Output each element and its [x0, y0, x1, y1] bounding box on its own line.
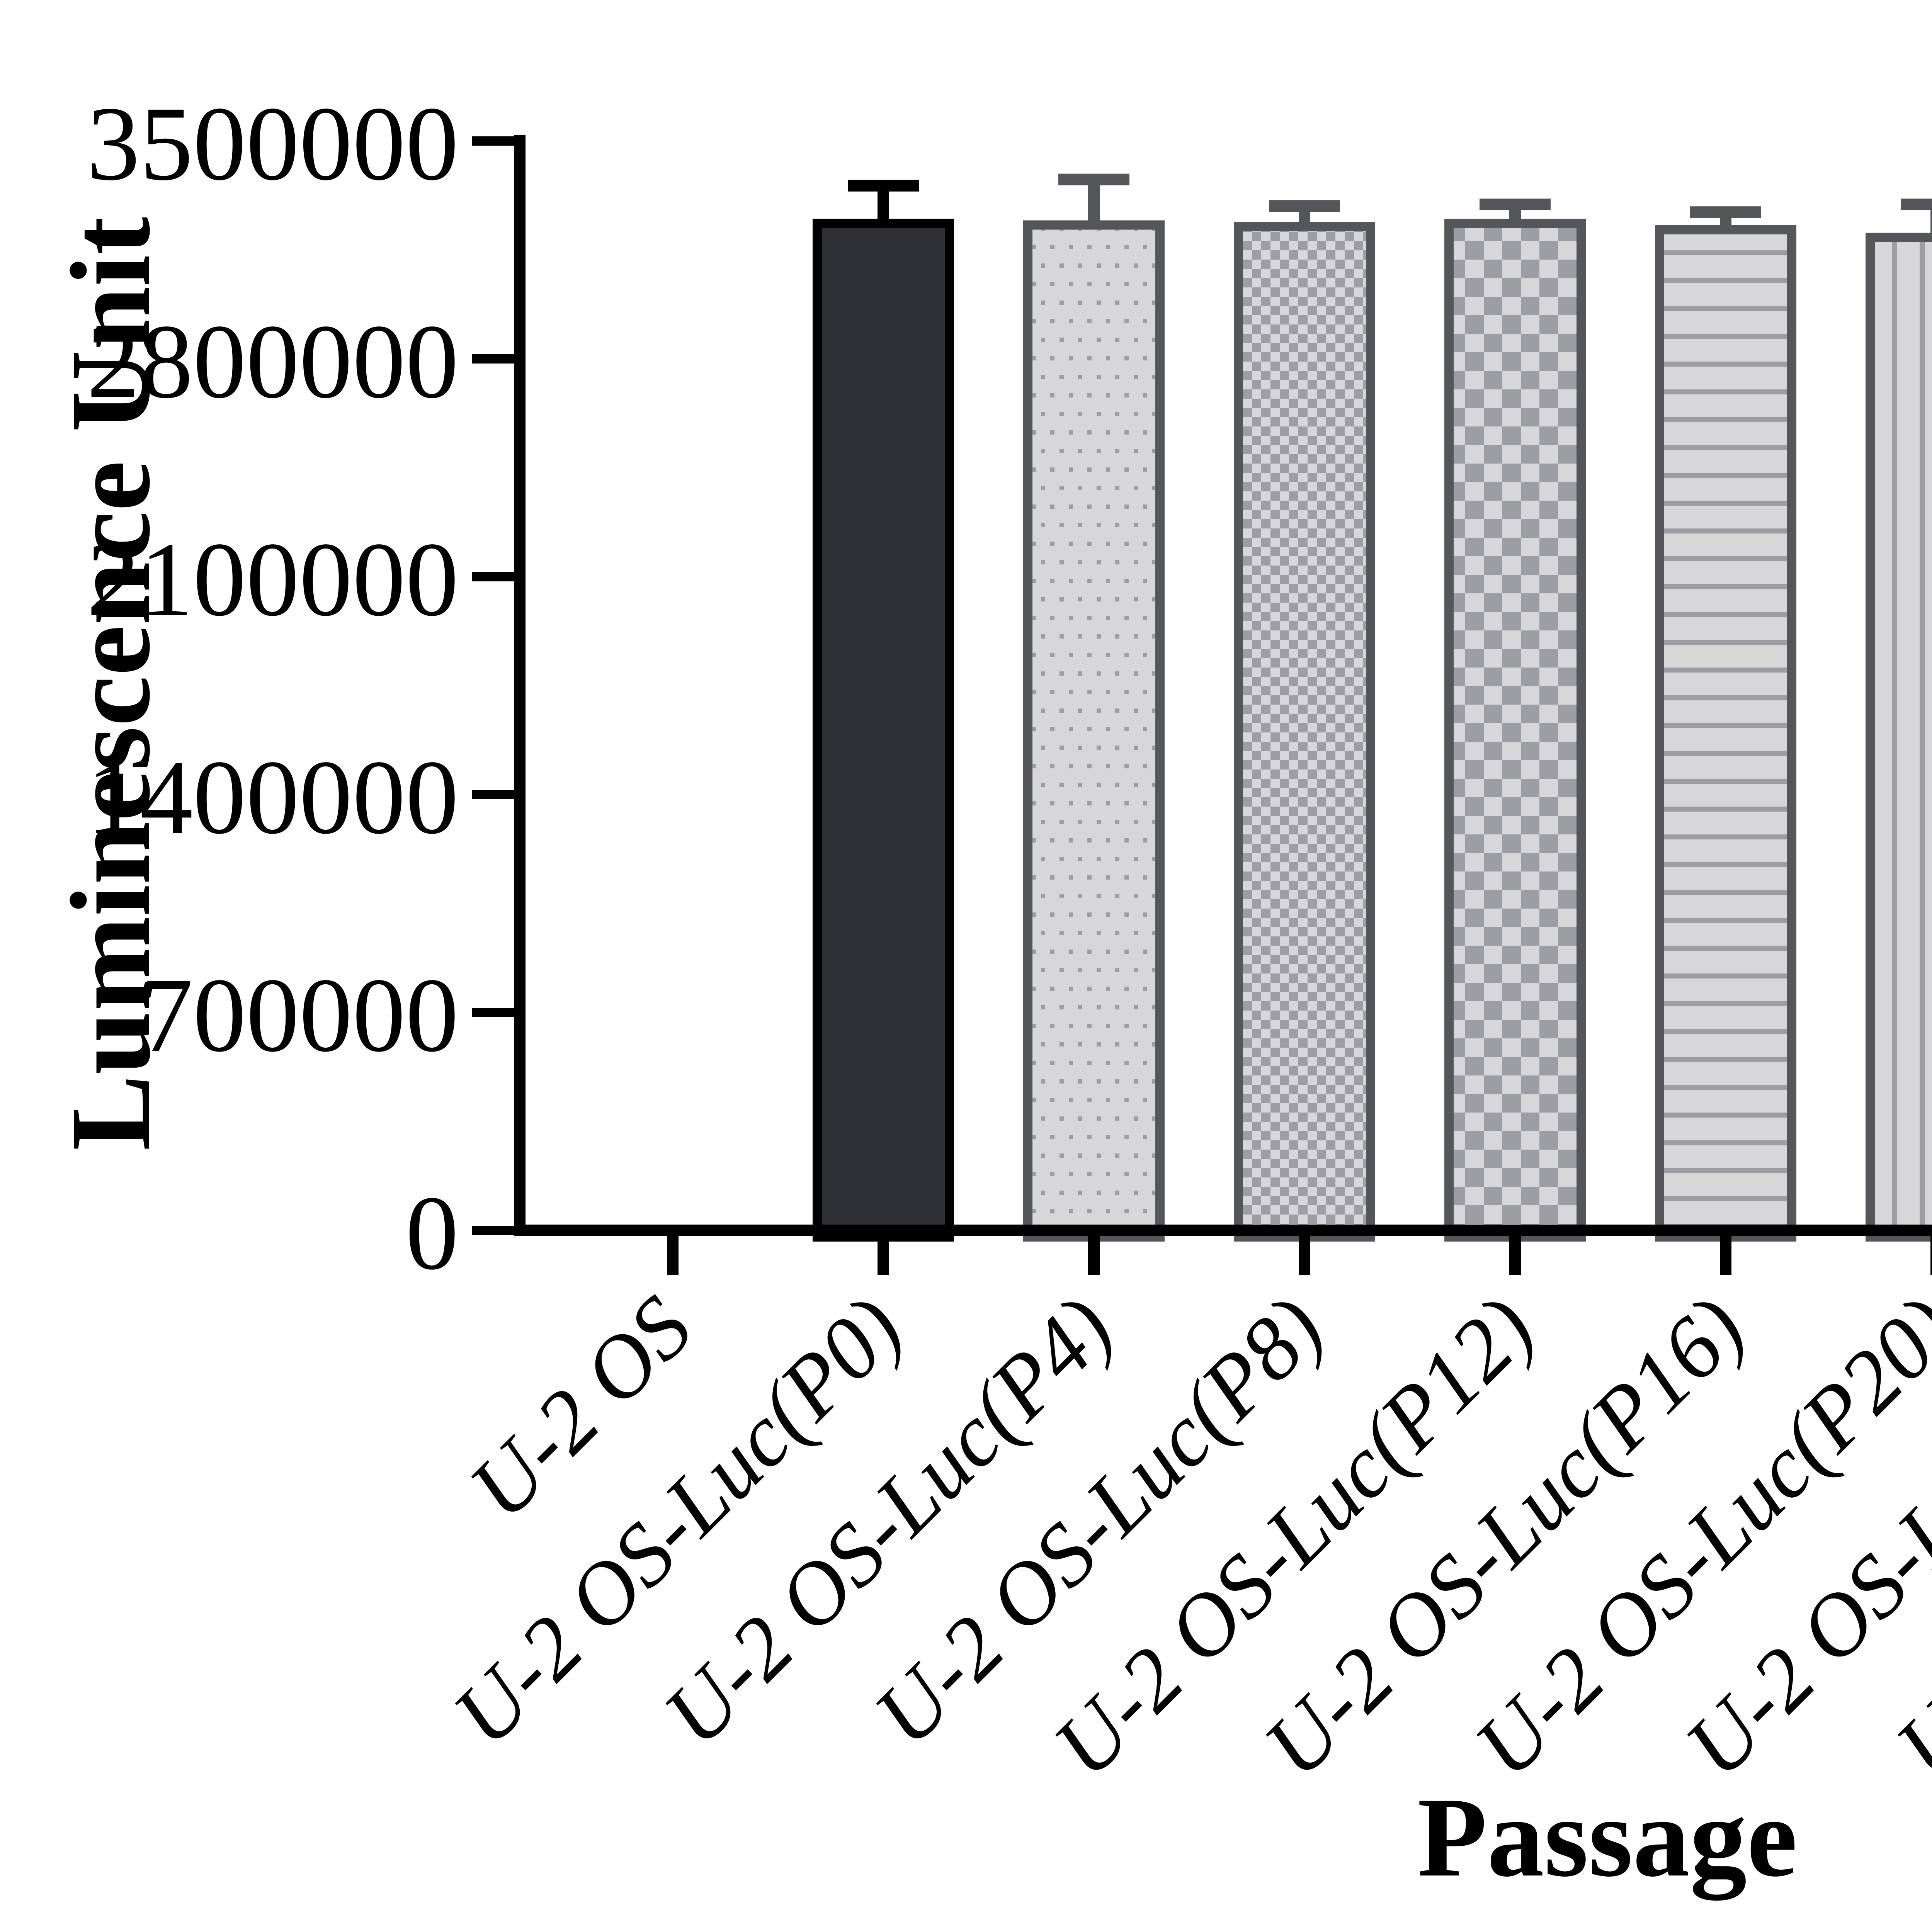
bar-1	[813, 219, 954, 1242]
x-tick-labels: U-2 OSU-2 OS-Luc(P0)U-2 OS-Luc(P4)U-2 OS…	[434, 1277, 1932, 1796]
error-bar-stem	[1088, 179, 1100, 224]
error-bar-cap	[1480, 199, 1551, 211]
y-tick-label: 3500000	[87, 85, 459, 202]
error-bar-stem	[878, 185, 889, 223]
bar-2	[1023, 220, 1165, 1242]
y-tick	[472, 354, 514, 364]
bar-5	[1655, 225, 1796, 1242]
error-bar-cap	[1269, 200, 1340, 212]
y-tick	[472, 572, 514, 581]
y-tick	[472, 790, 514, 799]
error-bar-cap	[1058, 173, 1129, 185]
x-tick	[1509, 1236, 1521, 1275]
y-tick-label: 2100000	[87, 521, 459, 638]
y-tick-labels: 0 700000 1400000 2100000 2800000 3500000	[87, 85, 459, 1292]
x-axis-line	[514, 1225, 1932, 1236]
x-tick	[1299, 1236, 1310, 1275]
bar-4	[1444, 219, 1586, 1242]
y-axis-title: Luminescence Unit	[47, 216, 173, 1150]
y-tick	[472, 1008, 514, 1017]
y-tick-label: 1400000	[87, 739, 459, 856]
error-bar-stem	[1930, 204, 1932, 237]
bars-layer	[813, 219, 1932, 1242]
y-tick-label: 700000	[140, 956, 459, 1074]
bar-6	[1866, 233, 1932, 1242]
y-axis-line	[514, 135, 526, 1236]
bar-3	[1234, 222, 1375, 1242]
y-tick	[472, 1226, 514, 1235]
axes-layer	[472, 135, 1932, 1275]
error-bar-cap	[1690, 206, 1761, 218]
x-tick	[1930, 1236, 1932, 1275]
x-tick	[1088, 1236, 1100, 1275]
y-tick	[472, 136, 514, 146]
x-tick	[1720, 1236, 1731, 1275]
y-tick-label: 0	[406, 1174, 459, 1292]
x-axis-title: Passage	[1417, 1774, 1797, 1902]
y-tick-label: 2800000	[87, 303, 459, 420]
error-bar-cap	[1901, 199, 1932, 211]
error-bar-cap	[848, 180, 919, 192]
x-tick	[878, 1236, 889, 1275]
x-tick	[667, 1236, 679, 1275]
